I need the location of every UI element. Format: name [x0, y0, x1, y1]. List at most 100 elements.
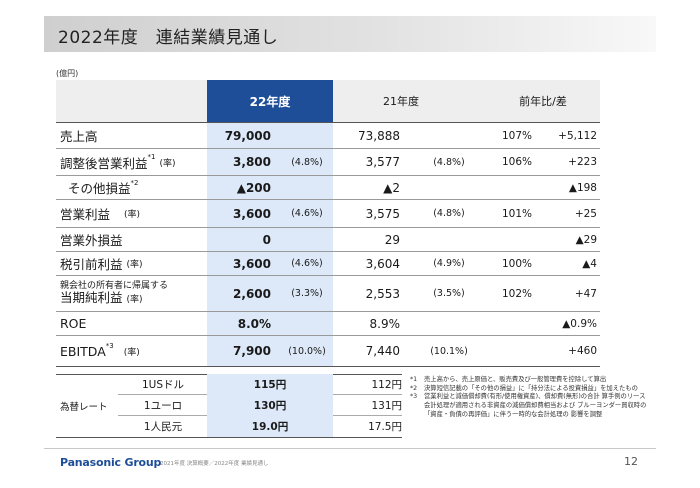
row-label-text: 税引前利益 [60, 257, 123, 272]
fx-fy22: 19.0円 [207, 416, 333, 437]
row-label: EBITDA *3 (率) [60, 336, 140, 366]
note-marker: *3 [105, 342, 114, 350]
page-title: 2022年度 連結業績見通し [58, 28, 279, 48]
fy22-value: 0 [262, 232, 271, 247]
footnote-2: *2 決算短信記載の「その他の損益」に「持分法による投資損益」を加えたもの [410, 385, 650, 394]
ratio-marker: (率) [159, 158, 176, 169]
footnote-mark: *2 [410, 384, 418, 392]
footnote-3: *3 営業利益と減価償却費(有形/使用権資産)、償却費(無形)の合計 算手例のリ… [410, 393, 650, 419]
yoy-percent: 107% [501, 129, 533, 142]
row-label: 営業利益 (率) [60, 200, 140, 227]
row-label-text: 当期純利益 [60, 290, 123, 306]
fy21-ratio: (10.1%) [430, 345, 468, 357]
yoy-diff: ▲4 [582, 257, 597, 270]
footer-caption: 2021年度 決算概要／2022年度 業績見通し [160, 461, 269, 467]
table-row-adjusted-operating-profit: 調整後営業利益 *1 (率) 3,800 (4.8%) 3,577 (4.8%) 1… [56, 149, 600, 176]
note-marker: *2 [130, 178, 139, 187]
fx-fy21: 131円 [371, 400, 402, 412]
footnote-text: 営業利益と減価償却費(有形/使用権資産)、償却費(無形)の合計 算手例のリース会… [424, 393, 647, 418]
table-row-other-income: その他損益 *2 ▲200 ▲2 ▲198 [56, 176, 600, 200]
fy21-value: 73,888 [358, 128, 400, 143]
header-fy22: 22年度 [207, 80, 333, 122]
footer-divider [44, 448, 656, 449]
fy21-value: 7,440 [365, 344, 400, 358]
header-yoy: 前年比/差 [519, 95, 567, 108]
table-row-ebitda: EBITDA *3 (率) 7,900 (10.0%) 7,440 (10.1%) … [56, 336, 600, 367]
yoy-percent: 100% [501, 257, 533, 270]
table-row-roe: ROE 8.0% 8.9% ▲0.9% [56, 312, 600, 336]
yoy-percent: 106% [501, 156, 533, 168]
fx-label: 為替レート [60, 402, 108, 413]
footnote-1: *1 売上高から、売上原価と、販売費及び一般管理費を控除して算出 [410, 376, 650, 385]
table-row-net-profit: 親会社の所有者に帰属する 当期純利益 (率) 2,600 (3.3%) 2,553… [56, 276, 600, 312]
fy22-column-highlight [207, 122, 333, 367]
fx-rate-table: 為替レート 1USドル 115円 112円 1ユーロ 130円 131円 1人民… [56, 374, 402, 438]
fy21-ratio: (4.8%) [433, 156, 465, 168]
yoy-percent: 101% [501, 207, 533, 220]
ratio-marker: (率) [126, 295, 143, 306]
fx-row-cny: 1人民元 19.0円 17.5円 [118, 416, 402, 437]
note-marker: *1 [147, 153, 156, 161]
yoy-diff: +5,112 [558, 129, 597, 142]
fy22-ratio: (3.3%) [291, 288, 323, 299]
fy21-ratio: (4.8%) [433, 208, 465, 219]
row-label: その他損益 *2 [68, 176, 138, 199]
fy21-value: 8.9% [369, 316, 401, 331]
title-bar: 2022年度 連結業績見通し [44, 16, 656, 52]
fx-currency: 1ユーロ [143, 400, 183, 412]
fx-fy21: 17.5円 [368, 421, 402, 433]
table-row-non-operating: 営業外損益 0 29 ▲29 [56, 228, 600, 252]
yoy-diff: ▲0.9% [562, 317, 597, 330]
fy21-value: 3,575 [365, 206, 400, 221]
footnote-text: 売上高から、売上原価と、販売費及び一般管理費を控除して算出 [424, 376, 607, 383]
fy22-value: ▲200 [236, 180, 271, 195]
row-label-text: 営業利益 [60, 207, 111, 222]
fy22-value: 3,800 [233, 155, 271, 169]
row-label: ROE [60, 316, 87, 331]
fy21-value: 3,577 [365, 155, 400, 169]
row-label-text: EBITDA [60, 343, 106, 359]
fx-bottom-rule [56, 437, 402, 438]
unit-label: (億円) [56, 69, 79, 78]
row-label-text: その他損益 [68, 181, 131, 196]
row-label: 親会社の所有者に帰属する 当期純利益 (率) [60, 276, 168, 311]
ratio-marker: (率) [126, 260, 143, 270]
yoy-diff: +47 [574, 287, 597, 300]
yoy-diff: +25 [574, 207, 597, 220]
fy22-value: 2,600 [233, 286, 271, 301]
fy21-ratio: (4.9%) [433, 258, 465, 269]
fy22-value: 8.0% [237, 316, 271, 331]
yoy-percent: 102% [501, 287, 533, 300]
row-label: 調整後営業利益 *1 (率) [60, 149, 176, 175]
fy21-value: 3,604 [365, 256, 400, 271]
row-label-text: 調整後営業利益 [60, 155, 148, 171]
footnotes: *1 売上高から、売上原価と、販売費及び一般管理費を控除して算出 *2 決算短信… [410, 376, 650, 419]
ratio-marker: (率) [124, 210, 141, 220]
header-fy21: 21年度 [383, 95, 419, 108]
fy22-value: 3,600 [233, 256, 271, 271]
fy22-value: 7,900 [233, 344, 271, 358]
fy22-ratio: (10.0%) [288, 345, 326, 357]
fy21-value: 29 [384, 232, 400, 247]
fy21-value: 2,553 [365, 286, 400, 301]
yoy-diff: +460 [568, 345, 597, 357]
fy21-value: ▲2 [383, 180, 400, 195]
yoy-diff: ▲29 [575, 233, 597, 246]
fx-fy22: 115円 [207, 374, 333, 395]
fy22-ratio: (4.6%) [291, 208, 323, 219]
table-row-sales: 売上高 79,000 73,888 107% +5,112 [56, 122, 600, 149]
footnote-text: 決算短信記載の「その他の損益」に「持分法による投資損益」を加えたもの [424, 384, 638, 392]
fx-currency: 1USドル [141, 379, 185, 391]
footnote-mark: *1 [410, 376, 418, 383]
yoy-diff: +223 [568, 156, 597, 168]
fy21-ratio: (3.5%) [433, 288, 465, 299]
row-label: 営業外損益 [60, 233, 123, 248]
fx-row-usd: 1USドル 115円 112円 [118, 374, 402, 395]
fy22-value: 79,000 [224, 128, 271, 143]
row-label-line2: 当期純利益 (率) [60, 290, 143, 306]
table-row-pretax-profit: 税引前利益 (率) 3,600 (4.6%) 3,604 (4.9%) 100% … [56, 252, 600, 276]
row-label: 税引前利益 (率) [60, 252, 143, 275]
ratio-marker: (率) [123, 347, 140, 358]
fy22-ratio: (4.8%) [291, 156, 323, 168]
yoy-diff: ▲198 [568, 181, 597, 194]
